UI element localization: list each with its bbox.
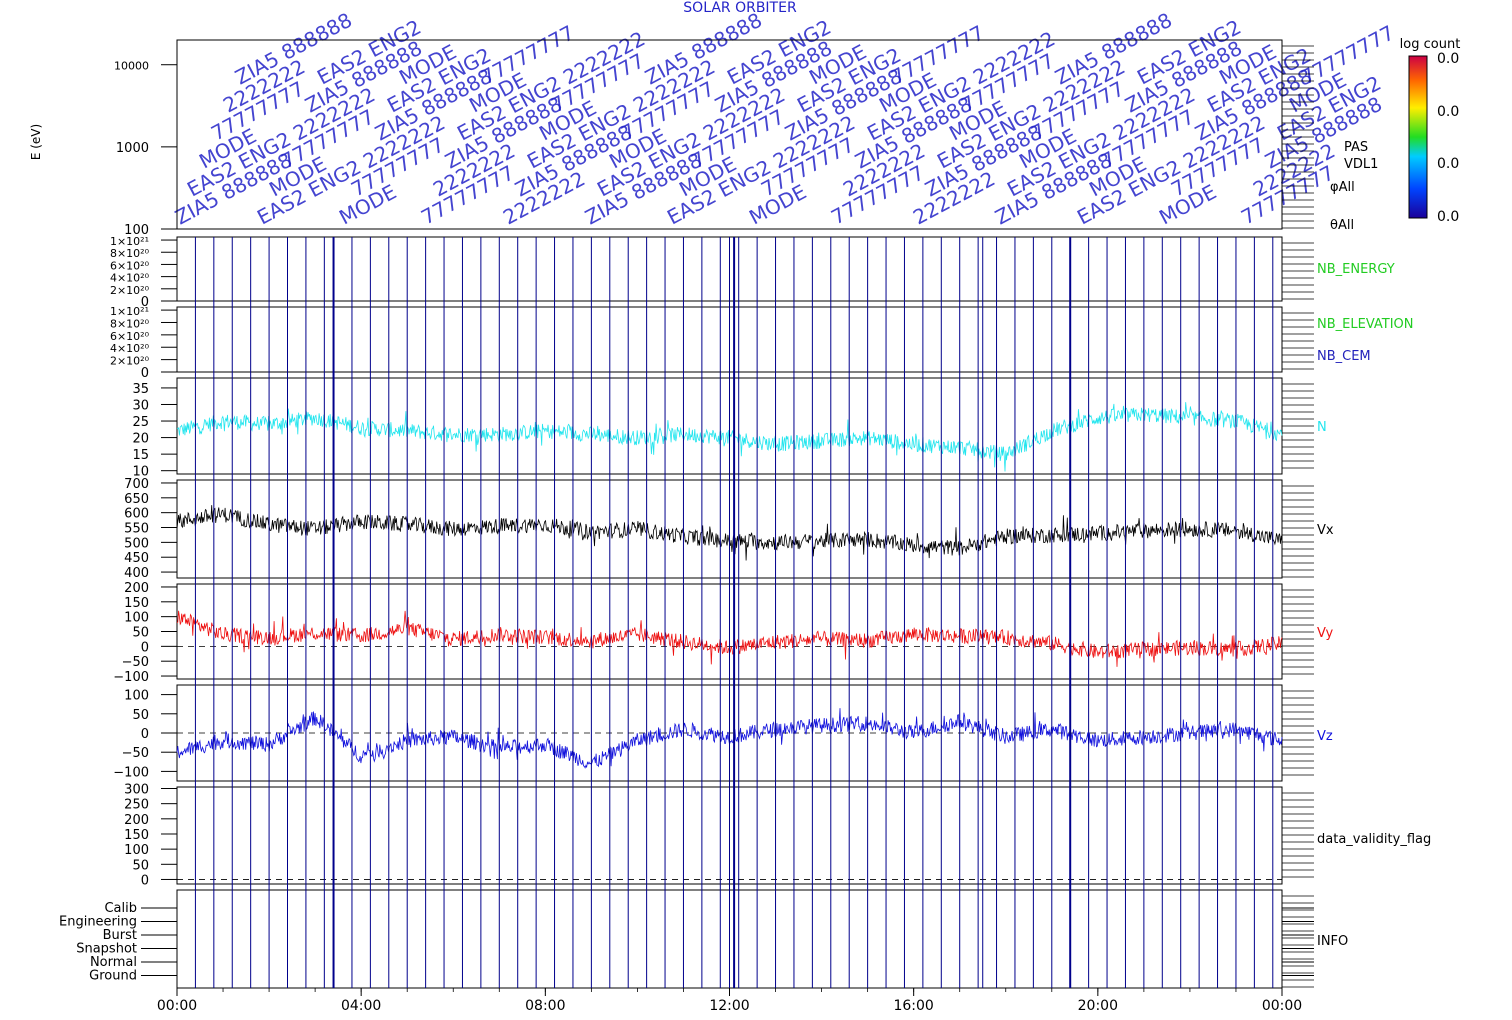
y-tick-label: 0 [141,295,149,310]
y-tick-label: 10 [132,465,149,480]
y-tick-label: 100 [124,689,149,704]
y-tick-label: −100 [113,765,149,780]
y-tick-label: 550 [124,522,149,537]
y-tick-label: 8×10²⁰ [110,247,150,260]
y-tick-label: 150 [124,828,149,843]
info-row-label: Snapshot [76,942,137,957]
y-tick-label: 1×10²¹ [110,235,149,248]
y-tick-label: 1000 [116,141,149,156]
event-lines [194,237,1274,988]
label-nb-energy: NB_ENERGY [1317,262,1395,277]
y-tick-label: 25 [132,415,149,430]
y-tick-label: −100 [113,670,149,685]
overlay-annotation: 77777777 [887,20,988,89]
spec-label-theta: θAll [1330,218,1354,233]
y-tick-label: 100 [124,223,149,238]
y-tick-label: 200 [124,813,149,828]
y-tick-label: 500 [124,536,149,551]
y-tick-label: 50 [132,626,149,641]
colorbar-scale [1408,55,1428,219]
y-tick-label: 0 [141,873,149,888]
y-tick-label: 2×10²⁰ [110,355,150,368]
y-tick-label: 50 [132,708,149,723]
y-tick-label: 15 [132,448,149,463]
y-tick-label: 35 [132,382,149,397]
label-info: INFO [1317,934,1348,949]
plot-title: SOLAR ORBITER [683,0,797,16]
y-tick-label: 0 [141,727,149,742]
y-tick-label: 150 [124,596,149,611]
y-tick-label: 6×10²⁰ [110,330,150,343]
colorbar-tick: 0.0 [1437,104,1459,120]
x-tick-label: 04:00 [341,998,381,1014]
y-tick-label: 450 [124,551,149,566]
info-row-label: Engineering [59,915,137,930]
info-row-label: Ground [89,969,137,984]
y-tick-label: 2×10²⁰ [110,284,150,297]
colorbar-tick: 0.0 [1437,51,1459,67]
x-tick-label: 00:00 [157,998,197,1014]
y-tick-label: 0 [141,366,149,381]
y-tick-label: 50 [132,858,149,873]
y-tick-label: 0 [141,640,149,655]
colorbar-title: log count [1400,37,1461,52]
spec-label-phi: φAll [1330,180,1355,195]
y-tick-label: 200 [124,581,149,596]
label-vz: Vz [1317,729,1333,744]
x-axis: 00:00 04:00 08:00 12:00 16:00 20:00 00:00 [157,988,1302,1014]
y-tick-label: 10000 [114,60,149,73]
x-tick-label: 20:00 [1078,998,1118,1014]
y-tick-label: 300 [124,783,149,798]
spec-label-instrument: PAS [1344,140,1368,155]
y-tick-label: 6×10²⁰ [110,259,150,272]
y-tick-label: 4×10²⁰ [110,272,150,285]
y-tick-label: 700 [124,477,149,492]
x-tick-label: 00:00 [1262,998,1302,1014]
colorbar-tick: 0.0 [1437,156,1459,172]
y-tick-label: 400 [124,566,149,581]
label-density: N [1317,420,1327,435]
y-tick-label: 250 [124,798,149,813]
y-tick-label: 600 [124,507,149,522]
info-row-label: Normal [90,955,137,970]
spectrogram-ylabel: E (eV) [29,124,43,160]
x-tick-label: 16:00 [893,998,933,1014]
info-row-label: Burst [103,928,137,943]
overlay-annotation: 77777777 [1297,20,1398,89]
panel-frame [176,39,1283,230]
y-tick-label: 8×10²⁰ [110,317,150,330]
colorbar-tick: 0.0 [1437,209,1459,225]
y-tick-label: 20 [132,432,149,447]
y-tick-label: −50 [122,655,149,670]
label-nb-elevation: NB_ELEVATION [1317,317,1414,332]
label-vx: Vx [1317,523,1334,538]
label-validity: data_validity_flag [1317,832,1431,847]
y-tick-label: 100 [124,843,149,858]
spec-label-mode: VDL1 [1344,157,1378,172]
y-tick-label: 100 [124,611,149,626]
y-tick-label: 650 [124,492,149,507]
x-tick-label: 08:00 [525,998,565,1014]
x-tick-label: 12:00 [709,998,749,1014]
y-tick-label: 1×10²¹ [110,305,149,318]
y-tick-label: 30 [132,398,149,413]
y-tick-label: 4×10²⁰ [110,342,150,355]
label-vy: Vy [1317,626,1334,641]
y-tick-label: −50 [122,746,149,761]
label-nb-cem: NB_CEM [1317,349,1371,364]
info-row-label: Calib [104,901,137,916]
colorbar: log count 0.0 0.0 0.0 0.0 [1400,37,1461,225]
overlay-annotation: 77777777 [477,20,578,89]
